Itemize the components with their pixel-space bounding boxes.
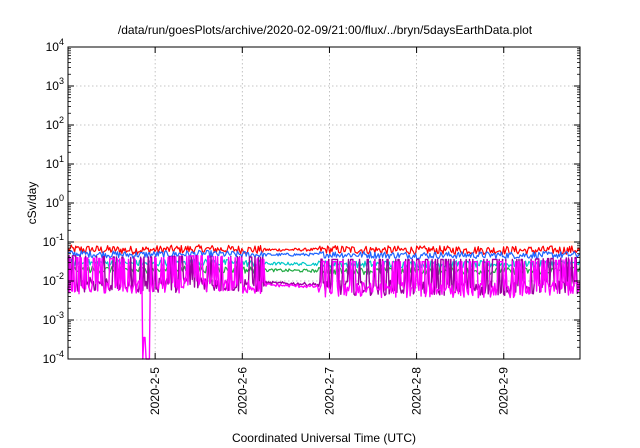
x-axis-label: Coordinated Universal Time (UTC) xyxy=(232,431,416,445)
series-line xyxy=(67,244,581,255)
series-line xyxy=(67,265,581,276)
grid-lines xyxy=(68,47,580,359)
y-tick-label: 100 xyxy=(46,193,64,210)
y-tick-label: 101 xyxy=(46,154,64,171)
x-tick-label: 2020-2-6 xyxy=(235,367,249,415)
y-tick-label: 10-1 xyxy=(43,232,64,249)
y-axis-label: cSv/day xyxy=(25,182,39,225)
series-line xyxy=(67,249,581,260)
y-tick-label: 104 xyxy=(46,37,64,54)
x-tick-label: 2020-2-5 xyxy=(148,367,162,415)
y-tick-label: 103 xyxy=(46,76,64,93)
y-tick-label: 10-4 xyxy=(43,349,64,366)
x-tick-label: 2020-2-9 xyxy=(497,367,511,415)
y-tick-label: 10-2 xyxy=(43,271,64,288)
series-line xyxy=(67,255,581,360)
data-series xyxy=(67,244,581,360)
x-axis: 2020-2-5 2020-2-6 2020-2-7 2020-2-8 2020-2-9 xyxy=(148,47,511,415)
y-tick-label: 10-3 xyxy=(43,310,64,327)
chart-title: /data/run/goesPlots/archive/2020-02-09/2… xyxy=(118,23,533,37)
y-axis: 10-4 10-3 10-2 10-1 100 101 102 103 104 xyxy=(43,37,580,366)
x-tick-label: 2020-2-8 xyxy=(410,367,424,415)
y-tick-label: 102 xyxy=(46,115,64,132)
x-tick-label: 2020-2-7 xyxy=(322,367,336,415)
